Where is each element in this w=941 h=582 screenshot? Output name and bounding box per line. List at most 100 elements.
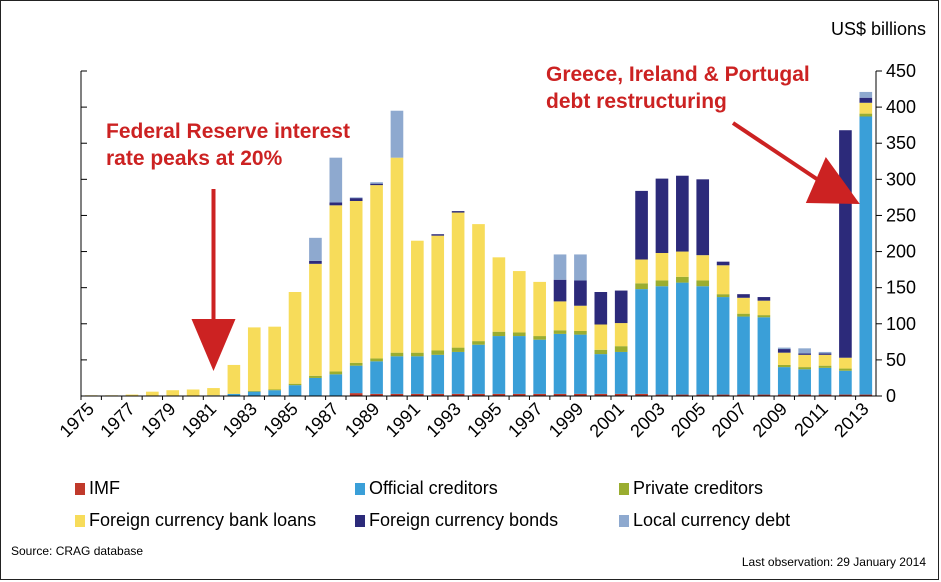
- bar-segment: [818, 353, 832, 355]
- bar-segment: [472, 393, 485, 396]
- bar-segment: [553, 279, 567, 302]
- bar-segment: [594, 393, 608, 396]
- bar-segment: [390, 393, 404, 396]
- bar-segment: [676, 394, 689, 396]
- bar-segment: [777, 367, 791, 395]
- bar-segment: [635, 259, 648, 284]
- bar-segment: [329, 371, 343, 375]
- bar-segment: [839, 368, 852, 371]
- bar-segment: [329, 157, 343, 203]
- x-tick-label: 2007: [708, 399, 750, 441]
- x-tick-label: 1983: [219, 399, 261, 441]
- bar-segment: [553, 333, 567, 394]
- bar-segment: [574, 305, 587, 331]
- bar-segment: [818, 351, 832, 354]
- annotation-fed-rate-line2: rate peaks at 20%: [106, 147, 283, 170]
- bar-segment: [737, 313, 750, 317]
- bar-segment: [798, 353, 811, 355]
- y-tick-label: 0: [886, 386, 896, 406]
- bar-segment: [390, 352, 404, 357]
- bar-segment: [349, 365, 363, 394]
- restructuring-arrow-shaft: [731, 121, 821, 183]
- bar-segment: [737, 297, 750, 314]
- bar-segment: [512, 271, 526, 333]
- bar-segment: [370, 393, 383, 396]
- bar-segment: [777, 364, 791, 368]
- bar-segment: [146, 391, 159, 396]
- bar-segment: [716, 265, 730, 295]
- bar-segment: [186, 389, 200, 396]
- legend-swatch: [75, 482, 85, 495]
- bar-segment: [268, 326, 281, 390]
- bar-segment: [594, 354, 608, 394]
- bar-segment: [370, 182, 383, 184]
- bar-segment: [431, 350, 445, 355]
- bar-segment: [614, 290, 628, 324]
- bar-segment: [696, 255, 710, 281]
- bar-segment: [411, 393, 424, 396]
- bar-segment: [533, 339, 546, 394]
- bar-segment: [472, 224, 485, 342]
- bar-segment: [451, 347, 465, 352]
- bar-segment: [288, 383, 302, 386]
- bar-segment: [798, 367, 811, 370]
- annotation-restructuring-line2: debt restructuring: [546, 90, 727, 113]
- bar-segment: [309, 263, 322, 376]
- legend-item-bank-loans: Foreign currency bank loans: [75, 510, 316, 531]
- bar-segment: [818, 354, 832, 366]
- bar-segment: [309, 260, 322, 264]
- bar-segment: [635, 190, 648, 260]
- bar-segment: [451, 211, 465, 213]
- bar-segment: [798, 354, 811, 368]
- bar-segment: [329, 205, 343, 372]
- bar-segment: [798, 369, 811, 395]
- bar-segment: [574, 254, 587, 281]
- bar-segment: [390, 110, 404, 158]
- annotation-restructuring-line1: Greece, Ireland & Portugal: [546, 63, 810, 86]
- annotation-fed-rate-line1: Federal Reserve interest: [106, 120, 350, 143]
- bar-segment: [594, 324, 608, 350]
- legend-swatch: [75, 514, 85, 527]
- source-note: Source: CRAG database: [11, 544, 144, 558]
- legend-item-local-debt: Local currency debt: [619, 510, 790, 531]
- bar-segment: [247, 391, 261, 396]
- bar-segment: [553, 393, 567, 396]
- bar-segment: [655, 178, 669, 253]
- bar-segment: [818, 365, 832, 368]
- bar-segment: [390, 157, 404, 353]
- bar-segment: [268, 389, 281, 391]
- bar-segment: [777, 347, 791, 350]
- bar-segment: [227, 393, 241, 396]
- fed-arrow-head: [191, 319, 236, 371]
- legend-swatch: [619, 482, 629, 495]
- bar-segment: [676, 282, 689, 395]
- x-tick-label: 1995: [463, 399, 505, 441]
- bar-segment: [288, 292, 302, 384]
- legend-item-fx-bonds: Foreign currency bonds: [355, 510, 558, 531]
- bar-segment: [655, 280, 669, 287]
- bar-segment: [839, 370, 852, 395]
- bar-segment: [757, 300, 771, 316]
- x-tick-label: 1979: [137, 399, 179, 441]
- bar-segment: [492, 336, 506, 394]
- legend-label: Foreign currency bonds: [369, 510, 559, 530]
- bar-segment: [777, 394, 791, 396]
- bar-segment: [859, 116, 873, 395]
- bar-segment: [329, 374, 343, 396]
- bar-segment: [655, 286, 669, 395]
- bar-segment: [614, 346, 628, 352]
- x-tick-label: 2003: [626, 399, 668, 441]
- y-tick-label: 200: [886, 242, 916, 262]
- bar-segment: [451, 351, 465, 394]
- last-observation-note: Last observation: 29 January 2014: [741, 555, 926, 569]
- bar-segment: [492, 331, 506, 337]
- bar-segment: [349, 362, 363, 366]
- bar-segment: [431, 235, 445, 351]
- legend-item-private-creditors: Private creditors: [619, 478, 763, 499]
- legend-swatch: [619, 514, 629, 527]
- bar-segment: [431, 393, 445, 396]
- x-tick-label: 1985: [259, 399, 301, 441]
- bar-segment: [411, 352, 424, 357]
- bar-segment: [859, 91, 873, 98]
